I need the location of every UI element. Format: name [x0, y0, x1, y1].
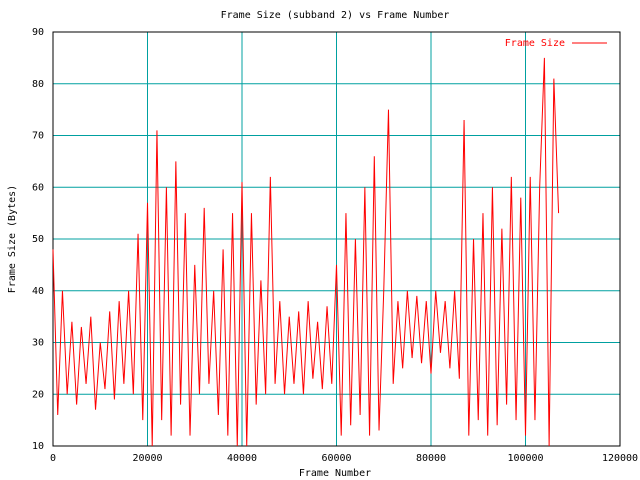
- x-tick-label: 0: [50, 453, 56, 464]
- y-tick-label: 10: [32, 441, 44, 452]
- x-tick-label: 40000: [227, 453, 257, 464]
- x-tick-label: 20000: [132, 453, 162, 464]
- y-tick-label: 70: [32, 131, 44, 142]
- y-axis-label: Frame Size (Bytes): [7, 185, 18, 293]
- y-tick-label: 20: [32, 389, 44, 400]
- data-line: [52, 57, 560, 447]
- x-tick-label: 60000: [321, 453, 351, 464]
- y-tick-label: 90: [32, 27, 44, 38]
- chart-title: Frame Size (subband 2) vs Frame Number: [221, 10, 450, 21]
- y-tick-label: 50: [32, 234, 44, 245]
- y-tick-label: 40: [32, 286, 44, 297]
- x-tick-label: 80000: [416, 453, 446, 464]
- x-tick-label: 120000: [602, 453, 638, 464]
- x-axis-label: Frame Number: [299, 468, 371, 479]
- plot-border: [52, 31, 621, 447]
- y-tick-label: 60: [32, 182, 44, 193]
- y-tick-label: 80: [32, 79, 44, 90]
- legend-label: Frame Size: [505, 38, 565, 49]
- y-tick-label: 30: [32, 338, 44, 349]
- x-tick-label: 100000: [507, 453, 543, 464]
